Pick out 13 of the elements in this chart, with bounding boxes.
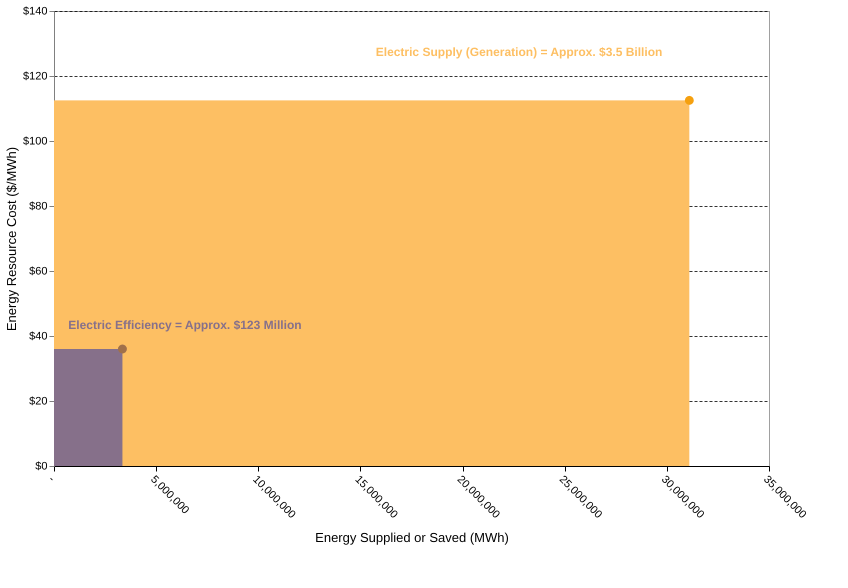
y-axis-title: Energy Resource Cost ($/MWh) bbox=[4, 146, 20, 332]
y-tick-label: $80 bbox=[29, 200, 48, 212]
annotation: Electric Supply (Generation) = Approx. $3.5 Billion bbox=[376, 44, 662, 59]
y-tick-label: $20 bbox=[29, 396, 48, 408]
y-tick-label: $0 bbox=[35, 460, 48, 472]
y-tick-label: $140 bbox=[23, 6, 48, 18]
y-tick-label: $60 bbox=[29, 266, 48, 278]
x-tick-label: - bbox=[46, 474, 58, 485]
y-tick-label: $40 bbox=[29, 330, 48, 342]
y-tick-label: $100 bbox=[23, 136, 48, 148]
x-axis-title: Energy Supplied or Saved (MWh) bbox=[315, 530, 509, 546]
y-tick-label: $120 bbox=[23, 70, 48, 82]
annotation: Electric Efficiency = Approx. $123 Million bbox=[68, 318, 302, 332]
